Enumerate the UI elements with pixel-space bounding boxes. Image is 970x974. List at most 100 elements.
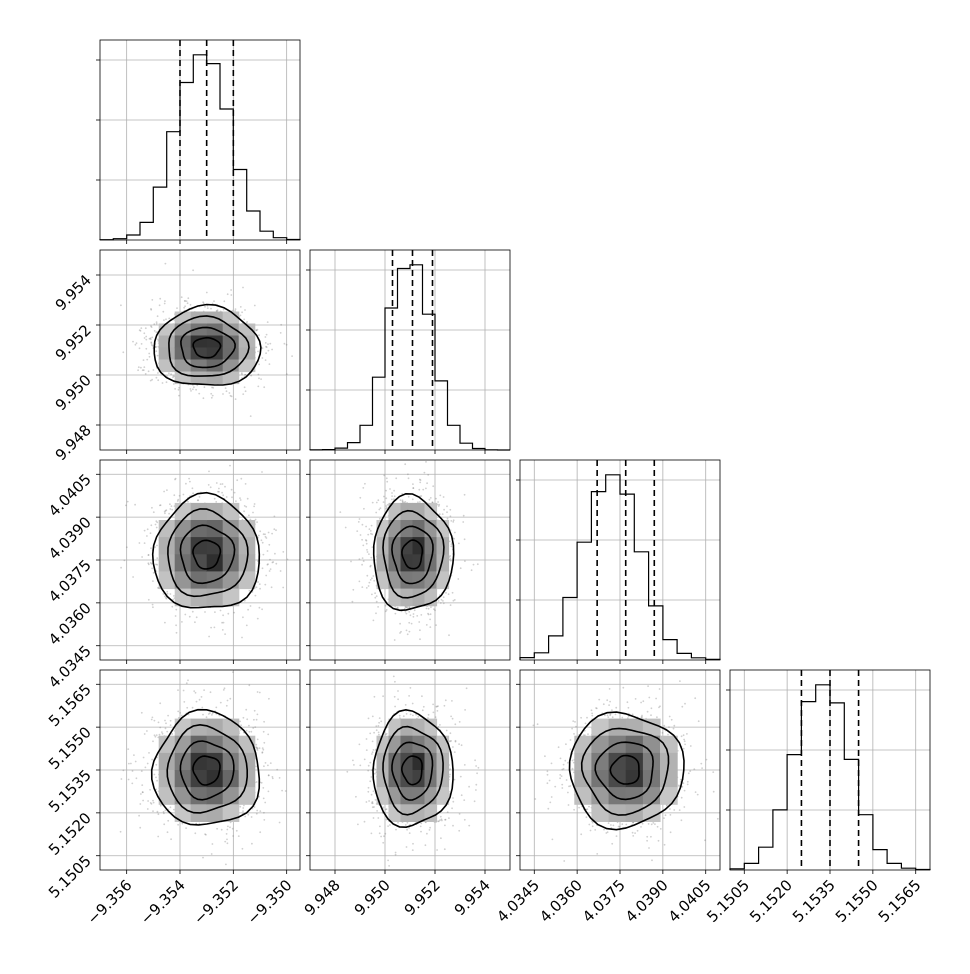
scatter-point (259, 583, 261, 585)
scatter-point (170, 720, 172, 722)
scatter-point (264, 584, 266, 586)
scatter-point (366, 543, 368, 545)
scatter-point (224, 486, 226, 488)
density-cell (191, 372, 208, 385)
scatter-point (222, 629, 224, 631)
scatter-point (259, 607, 261, 609)
scatter-point (460, 567, 462, 569)
scatter-point (164, 622, 166, 624)
scatter-point (406, 630, 408, 632)
scatter-point (154, 546, 156, 548)
scatter-point (430, 613, 432, 615)
scatter-point (447, 518, 449, 520)
scatter-point (167, 831, 169, 833)
scatter-point (222, 483, 224, 485)
scatter-point (268, 532, 270, 534)
scatter-point (189, 616, 191, 618)
scatter-point (194, 621, 196, 623)
scatter-point (224, 841, 226, 843)
scatter-point (220, 483, 222, 485)
scatter-point (152, 604, 154, 606)
scatter-point (374, 597, 376, 599)
scatter-point (226, 839, 228, 841)
scatter-point (385, 497, 387, 499)
scatter-point (171, 505, 173, 507)
scatter-point (419, 638, 421, 640)
density-cell (191, 589, 208, 607)
scatter-point (192, 492, 194, 494)
scatter-point (160, 805, 162, 807)
scatter-point (203, 689, 205, 691)
scatter-point (266, 346, 268, 348)
scatter-point (141, 343, 143, 345)
scatter-point (221, 492, 223, 494)
scatter-point (179, 712, 181, 714)
scatter-point (255, 347, 257, 349)
scatter-point (230, 294, 232, 296)
scatter-point (173, 595, 175, 597)
scatter-point (190, 390, 192, 392)
scatter-point (249, 590, 251, 592)
scatter-point (185, 483, 187, 485)
scatter-point (149, 356, 151, 358)
scatter-point (433, 608, 435, 610)
scatter-point (241, 311, 243, 313)
scatter-point (150, 547, 152, 549)
scatter-point (220, 610, 222, 612)
scatter-point (410, 614, 412, 616)
scatter-point (214, 627, 216, 629)
scatter-point (414, 609, 416, 611)
scatter-point (224, 633, 226, 635)
scatter-point (148, 370, 150, 372)
scatter-point (265, 336, 267, 338)
scatter-point (257, 329, 259, 331)
scatter-point (464, 494, 466, 496)
scatter-point (380, 507, 382, 509)
scatter-point (383, 475, 385, 477)
scatter-point (363, 508, 365, 510)
scatter-point (389, 488, 391, 490)
scatter-point (177, 500, 179, 502)
scatter-point (175, 615, 177, 617)
scatter-point (235, 308, 237, 310)
scatter-point (402, 499, 404, 501)
scatter-point (156, 377, 158, 379)
scatter-point (183, 701, 185, 703)
scatter-point (265, 352, 267, 354)
scatter-point (361, 539, 363, 541)
scatter-point (171, 606, 173, 608)
scatter-point (368, 585, 370, 587)
scatter-point (250, 605, 252, 607)
scatter-point (181, 296, 183, 298)
scatter-point (198, 393, 200, 395)
scatter-point (385, 508, 387, 510)
scatter-point (366, 575, 368, 577)
scatter-point (262, 749, 264, 751)
scatter-point (448, 634, 450, 636)
scatter-point (157, 836, 159, 838)
scatter-point (284, 343, 286, 345)
scatter-point (242, 807, 244, 809)
scatter-point (233, 612, 235, 614)
scatter-point (255, 766, 257, 768)
density-cell (159, 537, 176, 555)
scatter-point (151, 568, 153, 570)
scatter-point (453, 519, 455, 521)
scatter-point (244, 386, 246, 388)
scatter-point (407, 473, 409, 475)
scatter-point (236, 479, 238, 481)
scatter-point (124, 560, 126, 562)
scatter-point (155, 520, 157, 522)
scatter-point (268, 698, 270, 700)
scatter-point (254, 305, 256, 307)
scatter-point (195, 692, 197, 694)
scatter-point (244, 309, 246, 311)
scatter-point (432, 485, 434, 487)
scatter-point (257, 618, 259, 620)
scatter-point (250, 415, 252, 417)
scatter-point (376, 502, 378, 504)
scatter-point (139, 347, 141, 349)
scatter-point (429, 626, 431, 628)
scatter-point (372, 575, 374, 577)
scatter-point (215, 501, 217, 503)
